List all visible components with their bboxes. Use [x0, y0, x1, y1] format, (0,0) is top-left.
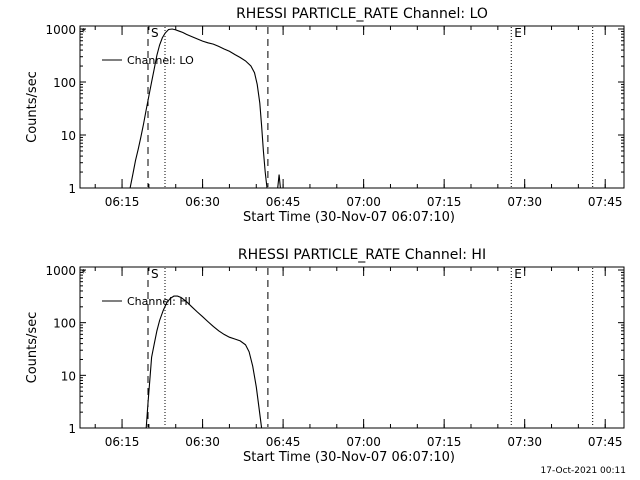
p1-y-tick-label: 100 — [53, 317, 76, 331]
p1-x-tick-label: 07:30 — [507, 435, 542, 449]
p0-y-tick-label: 1 — [68, 182, 76, 196]
p0-x-tick-label: 07:15 — [427, 195, 462, 209]
p0-y-tick-label: 100 — [53, 76, 76, 90]
p0-x-tick-label: 07:00 — [346, 195, 381, 209]
p0-series-line — [129, 28, 281, 189]
p1-y-tick-label: 1000 — [45, 264, 76, 278]
p1-x-tick-label: 06:15 — [105, 435, 140, 449]
p0-x-tick-label: 07:45 — [588, 195, 623, 209]
p0-plot-frame — [79, 25, 625, 189]
p1-x-tick-label: 06:45 — [266, 435, 301, 449]
p1-x-tick-label: 07:00 — [346, 435, 381, 449]
p1-y-axis-label: Counts/sec — [25, 312, 40, 384]
p0-marker-label: S — [151, 26, 159, 40]
p0-marker-label: E — [514, 26, 522, 40]
p1-y-tick-label: 1 — [68, 422, 76, 436]
p0-x-tick-label: 06:15 — [105, 195, 140, 209]
p0-chart-title: RHESSI PARTICLE_RATE Channel: LO — [236, 6, 488, 22]
timestamp-label: 17-Oct-2021 00:11 — [541, 466, 626, 476]
p0-corner-asterisk: * — [81, 27, 86, 38]
p1-marker-label: S — [151, 267, 159, 281]
p0-x-axis-label: Start Time (30-Nov-07 06:07:10) — [243, 210, 455, 225]
p0-legend-label: Channel: LO — [127, 54, 194, 67]
panel-lo: RHESSI PARTICLE_RATE Channel: LO 1 10 100 10… — [25, 6, 625, 225]
p1-x-tick-label: 06:30 — [185, 435, 220, 449]
p1-x-tick-label: 07:45 — [588, 435, 623, 449]
p1-legend-label: Channel: HI — [127, 295, 191, 308]
p1-corner-asterisk: * — [81, 268, 86, 279]
p0-x-tick-label: 06:30 — [185, 195, 220, 209]
p0-y-tick-label: 1000 — [45, 23, 76, 37]
p1-series-line — [145, 295, 263, 429]
panel-hi: RHESSI PARTICLE_RATE Channel: HI 1 10 100 10… — [25, 247, 625, 465]
p1-x-tick-label: 07:15 — [427, 435, 462, 449]
p1-chart-title: RHESSI PARTICLE_RATE Channel: HI — [238, 247, 486, 263]
p0-x-tick-label: 06:45 — [266, 195, 301, 209]
p0-x-tick-label: 07:30 — [507, 195, 542, 209]
p1-marker-label: E — [514, 267, 522, 281]
p1-x-axis-label: Start Time (30-Nov-07 06:07:10) — [243, 450, 455, 465]
p1-plot-frame — [79, 266, 625, 429]
p0-y-tick-label: 10 — [61, 129, 76, 143]
p0-y-axis-label: Counts/sec — [25, 71, 40, 143]
p1-y-tick-label: 10 — [61, 369, 76, 383]
